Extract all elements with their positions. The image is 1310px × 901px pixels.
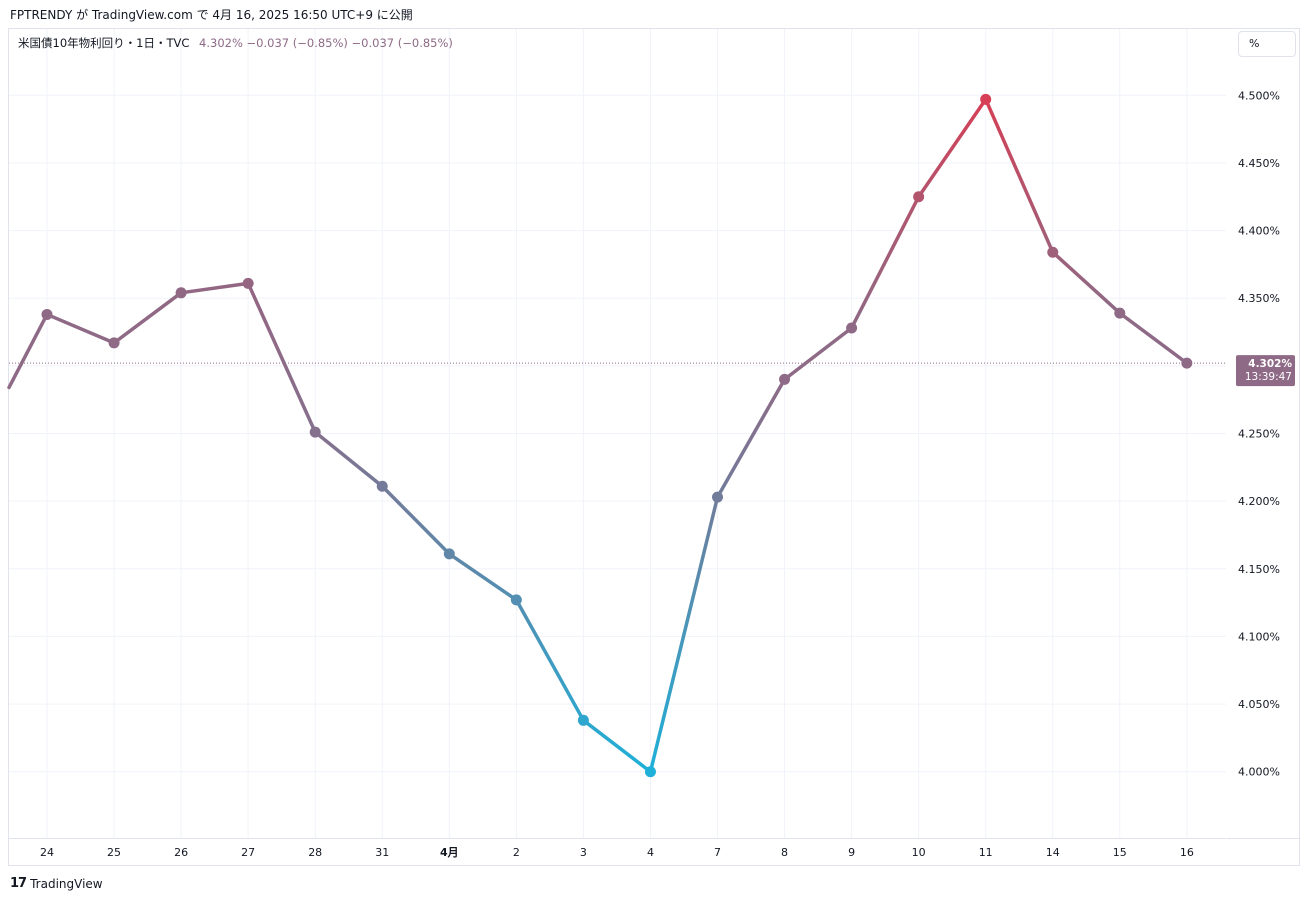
legend-symbol[interactable]: 米国債10年物利回り・1日・TVC [18, 36, 190, 50]
last-price-value: 4.302% [1248, 358, 1292, 370]
y-tick-label: 4.150% [1238, 563, 1280, 576]
x-tick-label: 27 [241, 846, 255, 859]
last-price-countdown: 13:39:47 [1245, 371, 1292, 383]
series-segment [1118, 311, 1189, 365]
series-segment [1051, 250, 1122, 315]
series-segment [246, 281, 317, 434]
x-tick-label: 8 [781, 846, 788, 859]
series-segment [447, 552, 519, 602]
data-point[interactable] [443, 548, 455, 560]
tradingview-brand[interactable]: 17 TradingView [10, 876, 103, 891]
series-segment [983, 97, 1055, 254]
chart-frame [8, 28, 1300, 866]
x-tick-label: 3 [580, 846, 587, 859]
data-point[interactable] [712, 491, 723, 503]
series-segment [380, 484, 452, 556]
x-tick-label: 2 [513, 846, 520, 859]
series-segment [849, 195, 921, 330]
series-segment [313, 430, 384, 489]
data-point[interactable] [309, 426, 321, 438]
data-point[interactable] [41, 308, 53, 320]
y-tick-label: 4.400% [1238, 225, 1280, 238]
y-tick-label: 4.050% [1238, 698, 1280, 711]
x-tick-label: 24 [40, 846, 54, 859]
x-tick-label: 10 [912, 846, 926, 859]
legend-values: 4.302% −0.037 (−0.85%) −0.037 (−0.85%) [199, 36, 453, 50]
data-point[interactable] [1047, 246, 1059, 258]
unit-toggle-button[interactable]: % [1238, 31, 1296, 57]
series-segment [7, 312, 49, 390]
publish-line: FPTRENDY が TradingView.com で 4月 16, 2025… [10, 8, 413, 22]
x-tick-label: 4月 [440, 846, 459, 859]
tradingview-logo-icon: 17 [10, 876, 27, 891]
data-point[interactable] [1181, 357, 1193, 369]
y-tick-label: 4.000% [1238, 766, 1280, 779]
data-point[interactable] [846, 322, 858, 334]
series-segment [648, 495, 720, 774]
y-tick-label: 4.450% [1238, 157, 1280, 170]
series-segment [715, 377, 787, 499]
data-point[interactable] [175, 287, 187, 299]
x-tick-label: 11 [979, 846, 993, 859]
x-tick-label: 14 [1046, 846, 1060, 859]
series-segment [514, 598, 586, 723]
data-point[interactable] [644, 766, 656, 778]
last-price-badge [1236, 355, 1295, 387]
x-tick-label: 9 [848, 846, 855, 859]
x-tick-label: 16 [1180, 846, 1194, 859]
data-point[interactable] [913, 191, 925, 203]
y-tick-label: 4.500% [1238, 89, 1280, 102]
y-tick-label: 4.200% [1238, 495, 1280, 508]
y-tick-label: 4.100% [1238, 630, 1280, 643]
x-tick-label: 25 [107, 846, 121, 859]
x-tick-label: 28 [308, 846, 322, 859]
data-point[interactable] [779, 373, 791, 385]
series-segment [782, 326, 854, 382]
x-tick-label: 7 [714, 846, 721, 859]
series-segment [581, 718, 653, 774]
data-point[interactable] [376, 480, 388, 492]
x-tick-label: 26 [174, 846, 188, 859]
series-segment [916, 97, 988, 199]
series-segment [179, 281, 250, 295]
series-segment [45, 312, 116, 345]
y-tick-label: 4.350% [1238, 292, 1280, 305]
series-segment [112, 291, 183, 345]
data-point[interactable] [510, 594, 522, 606]
data-point[interactable] [577, 714, 589, 726]
data-point[interactable] [242, 277, 254, 289]
x-tick-label: 4 [647, 846, 654, 859]
chart-legend: 米国債10年物利回り・1日・TVC 4.302% −0.037 (−0.85%)… [18, 35, 453, 51]
x-tick-label: 15 [1113, 846, 1127, 859]
data-point[interactable] [1114, 307, 1126, 319]
x-tick-label: 31 [375, 846, 389, 859]
brand-name: TradingView [30, 876, 103, 891]
data-point[interactable] [108, 337, 120, 349]
data-point[interactable] [980, 93, 992, 105]
y-tick-label: 4.250% [1238, 428, 1280, 441]
